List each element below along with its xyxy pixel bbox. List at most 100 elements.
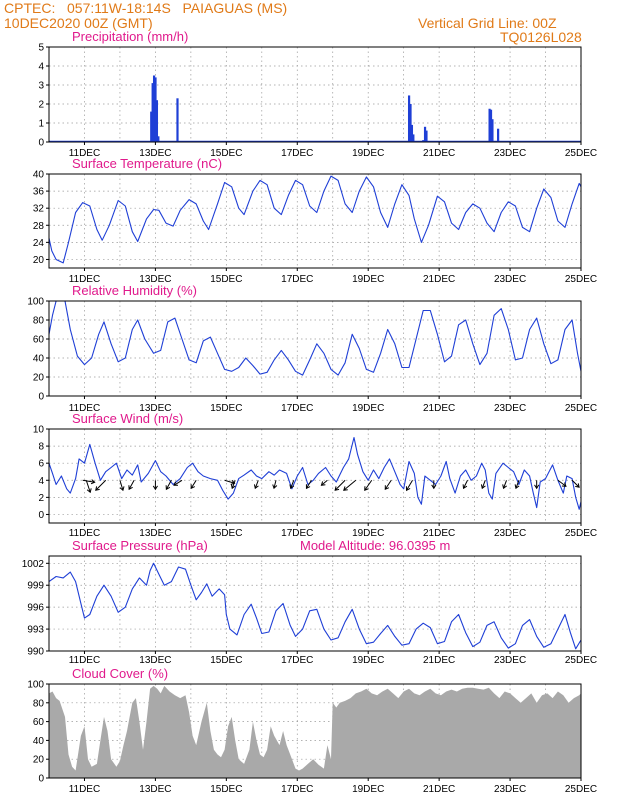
x-tick-label: 15DEC [210, 528, 242, 539]
wind-vector-shaft [503, 480, 507, 489]
wind-vector-shaft [231, 480, 236, 489]
wind-vector [534, 480, 540, 490]
wind-vector-shaft [165, 480, 172, 490]
wind-vector-head [575, 483, 580, 488]
wind-vector-shaft [85, 480, 91, 493]
y-tick-label: 40 [33, 170, 45, 181]
x-tick-label: 13DEC [139, 784, 171, 795]
x-tick-label: 17DEC [281, 655, 313, 666]
panel-frame [48, 46, 582, 143]
panel-5: 990 993 996 999 1002 11DEC 13DEC 15DEC 17DEC 19DE… [22, 538, 597, 666]
precip-bar [497, 128, 500, 142]
x-tick-label: 15DEC [210, 784, 242, 795]
wind-vector-head [384, 485, 390, 491]
panel-4: 0 2 4 6 8 10 11DEC 13DEC 15DEC 17DEC 19DEC 21DEC 23D… [33, 411, 597, 539]
y-tick-label: 100 [27, 680, 44, 691]
y-tick-label: 40 [33, 736, 45, 747]
wind-vector-shaft [406, 480, 413, 491]
precip-bar [152, 75, 156, 142]
y-tick-label: 993 [27, 625, 44, 636]
precip-bar [150, 111, 153, 142]
x-tick-label: 13DEC [139, 403, 171, 414]
x-tick-label: 25DEC [565, 528, 597, 539]
wind-vector [95, 479, 107, 491]
y-tick-label: 20 [33, 755, 45, 766]
y-tick-label: 2 [38, 100, 44, 111]
x-tick-label: 17DEC [281, 148, 313, 159]
y-tick-label: 0 [38, 774, 44, 785]
x-tick-label: 25DEC [565, 784, 597, 795]
y-tick-label: 36 [33, 187, 45, 198]
y-tick-label: 1 [38, 119, 44, 130]
precip-bar [423, 126, 427, 142]
precip-bar [151, 83, 154, 142]
y-tick-label: 20 [33, 255, 45, 266]
y-tick-label: 5 [38, 43, 44, 54]
y-tick-label: 4 [38, 476, 44, 487]
wind-vector-shaft [321, 479, 328, 486]
panel-frame [48, 173, 582, 269]
x-tick-label: 23DEC [494, 655, 526, 666]
x-tick-label: 13DEC [139, 528, 171, 539]
x-tick-label: 11DEC [69, 655, 101, 666]
wind-vector-head [334, 486, 340, 491]
precip-bar [491, 119, 494, 142]
wind-vector [480, 480, 486, 490]
precip-bar [409, 104, 412, 142]
x-tick-label: 19DEC [352, 528, 384, 539]
x-tick-label: 25DEC [565, 655, 597, 666]
series-line [48, 175, 582, 264]
y-tick-label: 0 [38, 392, 44, 403]
wind-vector [152, 480, 158, 491]
wind-vector-shaft [82, 479, 95, 483]
wind-vector-head [128, 485, 133, 491]
y-tick-label: 40 [33, 354, 45, 365]
precip-bar [412, 134, 415, 142]
wind-vector [82, 479, 96, 485]
wind-vector-shaft [481, 480, 486, 489]
precip-bar [407, 95, 411, 142]
panel-title: Surface Pressure (hPa) [72, 538, 208, 553]
x-tick-label: 19DEC [352, 403, 384, 414]
cloud-cover-area [49, 685, 581, 778]
wind-vector [85, 480, 92, 494]
precip-bar [425, 130, 428, 142]
wind-vector [119, 480, 125, 492]
y-tick-label: 32 [33, 204, 45, 215]
wind-vector-shaft [290, 480, 295, 489]
precip-bar [488, 108, 491, 142]
wind-vector [190, 480, 197, 490]
x-tick-label: 15DEC [210, 274, 242, 285]
x-tick-label: 23DEC [494, 148, 526, 159]
x-tick-label: 11DEC [69, 403, 101, 414]
panel-frame [48, 428, 582, 524]
wind-vector [514, 480, 520, 490]
x-tick-label: 23DEC [494, 274, 526, 285]
wind-vector-shaft [224, 479, 235, 484]
wind-vector-shaft [364, 479, 373, 491]
wind-vector-head [152, 485, 158, 491]
x-tick-label: 17DEC [281, 528, 313, 539]
wind-vector-head [320, 481, 326, 486]
wind-vector-shaft [128, 480, 135, 490]
wind-vector [272, 480, 278, 490]
wind-vector [230, 480, 236, 490]
x-tick-label: 19DEC [352, 274, 384, 285]
x-tick-label: 15DEC [210, 148, 242, 159]
precip-bar [157, 136, 160, 142]
x-tick-label: 19DEC [352, 148, 384, 159]
precip-bar [176, 98, 179, 142]
x-tick-label: 11DEC [69, 528, 101, 539]
wind-vector-shaft [463, 480, 468, 489]
wind-vector [343, 479, 357, 491]
y-tick-label: 60 [33, 717, 45, 728]
wind-vector-head [95, 486, 100, 491]
panel-frame [48, 555, 582, 652]
wind-vector-head [173, 481, 179, 486]
wind-vector-shaft [173, 479, 183, 486]
wind-vector [253, 480, 259, 490]
x-tick-label: 13DEC [139, 655, 171, 666]
panel-2: 20 24 28 32 36 40 11DEC 13DEC 15DEC 17DEC 19DEC 21D… [33, 156, 597, 285]
wind-vector-head [534, 484, 540, 490]
